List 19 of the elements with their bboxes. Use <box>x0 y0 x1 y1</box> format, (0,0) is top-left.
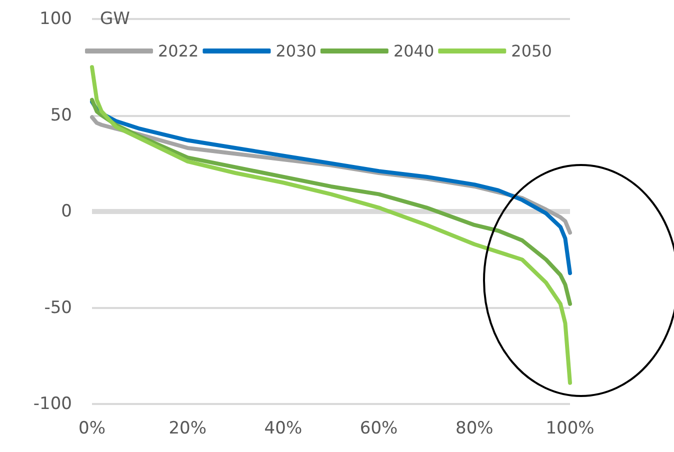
x-tick-label: 0% <box>78 418 106 438</box>
x-tick-label: 20% <box>168 418 206 438</box>
legend-label: 2022 <box>158 42 199 60</box>
legend-label: 2030 <box>276 42 316 60</box>
x-tick-label: 80% <box>456 418 494 438</box>
y-tick-label: -50 <box>44 298 72 318</box>
line-series <box>90 98 572 306</box>
y-tick-label: -100 <box>33 394 72 414</box>
y-tick-label: 0 <box>61 202 72 222</box>
line-series <box>90 65 572 385</box>
legend-label: 2040 <box>393 42 434 60</box>
line-series <box>90 100 572 276</box>
y-tick-label: 100 <box>40 9 72 29</box>
y-axis-title: GW <box>100 9 130 29</box>
x-tick-label: 60% <box>360 418 398 438</box>
y-tick-label: 50 <box>50 105 72 126</box>
legend-label: 2050 <box>511 42 552 60</box>
x-tick-label: 100% <box>546 418 594 438</box>
x-tick-label: 40% <box>264 418 302 438</box>
